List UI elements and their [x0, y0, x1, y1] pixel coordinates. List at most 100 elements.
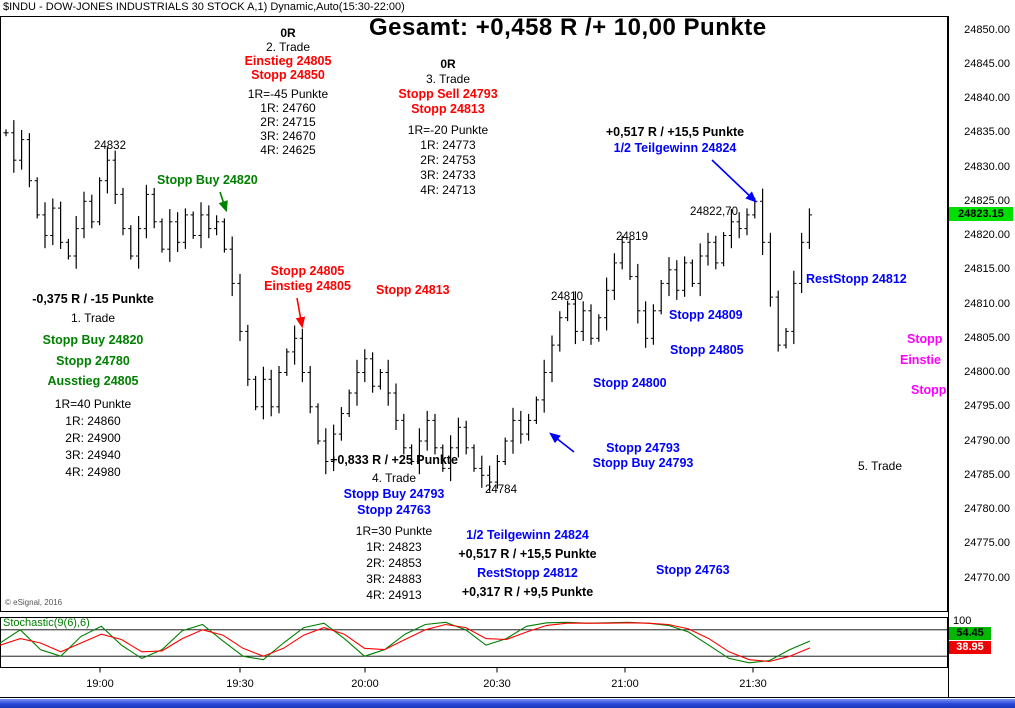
price-label-24819-line: 24819 — [616, 231, 648, 243]
trade2-annotation-line: 1R: 24760 — [260, 101, 316, 115]
trade3-annotation-line: 3. Trade — [425, 72, 471, 86]
trade4-annotation-line: 1R: 24823 — [366, 540, 422, 554]
ohlc-bar — [697, 243, 703, 297]
price-label-24822-70-line: 24822,70 — [690, 206, 738, 218]
trade3-annotation-line: Stopp Sell 24793 — [398, 87, 498, 101]
price-axis-label: 24830.00 — [964, 160, 1010, 173]
ohlc-bar — [276, 366, 282, 414]
ohlc-bar — [128, 225, 134, 260]
trade3-annotation-line: Stopp 24813 — [411, 102, 485, 116]
ohlc-bar — [104, 147, 110, 194]
reststopp-24812-label: RestStopp 24812 — [806, 272, 907, 286]
ohlc-bar — [42, 202, 48, 249]
ohlc-bar — [736, 212, 742, 239]
price-label-24784-line: 24784 — [485, 484, 517, 496]
ohlc-bar — [713, 235, 719, 270]
price-axis-label: 24810.00 — [964, 297, 1010, 310]
stopp-24763-label: Stopp 24763 — [656, 563, 730, 577]
ohlc-bar — [245, 324, 251, 386]
einstieg-mid-annotation: Stopp 24805 Einstieg 24805 — [240, 264, 375, 294]
ohlc-bar — [767, 232, 773, 307]
ohlc-bar — [791, 270, 797, 345]
ohlc-bar — [159, 218, 165, 253]
stopp-24809-label: Stopp 24809 — [669, 308, 743, 322]
ohlc-bar — [385, 359, 391, 406]
trade4-annotation: +0,833 R / +25 Punkte 4. Trade Stopp Buy 2… — [310, 452, 478, 603]
ohlc-bar — [463, 420, 469, 455]
stopp-buy-24820-arrow — [218, 191, 228, 213]
trade3-annotation-line: 1R: 24773 — [420, 138, 476, 152]
trade1-annotation-line: 2R: 24900 — [65, 431, 121, 445]
horizontal-scrollbar[interactable] — [0, 699, 1015, 708]
ohlc-bar — [362, 349, 368, 383]
ohlc-bar — [401, 413, 407, 455]
trade4-annotation-line: 3R: 24883 — [366, 572, 422, 586]
trade4-annotation-line: 2R: 24853 — [366, 556, 422, 570]
ohlc-bar — [50, 198, 56, 246]
ohlc-bar — [533, 396, 539, 424]
ohlc-bar — [284, 348, 290, 376]
ohlc-bar — [151, 187, 157, 229]
ohlc-bar — [206, 205, 212, 239]
einstieg-24805-arrow — [295, 297, 306, 329]
main-chart-frame — [0, 16, 948, 612]
teilgewinn-top-annotation-line: +0,517 R / +15,5 Punkte — [605, 125, 745, 139]
trade2-annotation-line: Stopp 24850 — [251, 68, 325, 82]
trade4-annotation-line: 1R=30 Punkte — [355, 524, 433, 538]
ohlc-bar — [260, 366, 266, 420]
ohlc-bar — [588, 304, 594, 345]
ohlc-bar — [65, 238, 71, 260]
trade1-annotation-line: -0,375 R / -15 Punkte — [32, 292, 154, 306]
trade2-annotation-line: 3R: 24670 — [260, 129, 316, 143]
ohlc-bar — [627, 238, 633, 280]
price-axis-label: 24780.00 — [964, 503, 1010, 515]
stopp-24805-label: Stopp 24805 — [670, 343, 744, 357]
teilgewinn-bottom-annotation-line: RestStopp 24812 — [477, 566, 578, 580]
stopp-24809-label-line: Stopp 24809 — [669, 308, 743, 322]
teilgewinn-top-annotation-line: 1/2 Teilgewinn 24824 — [613, 141, 737, 155]
ohlc-bar — [744, 208, 750, 236]
ohlc-bar — [81, 191, 87, 239]
ohlc-bar — [705, 232, 711, 266]
ohlc-bar — [112, 150, 118, 204]
ohlc-bar — [557, 311, 563, 352]
ohlc-bar — [448, 435, 454, 482]
ohlc-bar — [658, 280, 664, 315]
ohlc-bar — [619, 235, 625, 270]
price-label-24810-line: 24810 — [551, 291, 583, 303]
trade3-annotation-line: 3R: 24733 — [420, 168, 476, 182]
price-axis-label: 24820.00 — [964, 229, 1010, 241]
ohlc-bar — [526, 413, 532, 441]
price-axis-label: 24795.00 — [964, 400, 1010, 413]
price-axis-label: 24805.00 — [964, 331, 1010, 344]
ohlc-bar — [580, 301, 586, 341]
stochastic-k-value-badge: 54.45 — [949, 627, 991, 640]
trade2-annotation-line: 4R: 24625 — [260, 143, 316, 157]
stopp-24763-label-line: Stopp 24763 — [656, 563, 730, 577]
ohlc-bar — [370, 352, 376, 393]
trade1-annotation: -0,375 R / -15 Punkte 1. Trade Stopp Buy 2… — [8, 291, 178, 481]
ohlc-bar — [315, 403, 321, 445]
trade1-annotation-line: 1R=40 Punkte — [54, 397, 132, 411]
price-axis-label: 24800.00 — [964, 366, 1010, 378]
time-axis-label: 21:00 — [611, 678, 639, 690]
stochastic-k-line — [0, 621, 811, 664]
ohlc-bar — [565, 300, 571, 322]
ohlc-bar — [331, 424, 337, 472]
ohlc-bar — [479, 455, 485, 488]
ohlc-bar — [760, 188, 766, 255]
ohlc-bar — [221, 218, 227, 253]
magenta-stopp-lower-line: Stopp — [911, 383, 947, 397]
ohlc-bar — [502, 437, 508, 465]
ohlc-bar — [175, 212, 181, 252]
ohlc-bar — [3, 129, 9, 137]
trade1-annotation-line: Ausstieg 24805 — [47, 374, 139, 388]
ohlc-bar — [89, 194, 95, 229]
ohlc-bar — [806, 208, 812, 249]
stopp-buy-24793-annotation-line: Stopp Buy 24793 — [592, 456, 694, 470]
ohlc-bar — [549, 335, 555, 383]
teilgewinn-bottom-annotation-line: +0,517 R / +15,5 Punkte — [458, 547, 597, 561]
ohlc-bar — [292, 325, 298, 365]
last-price-badge: 24823.15 — [949, 206, 1013, 221]
